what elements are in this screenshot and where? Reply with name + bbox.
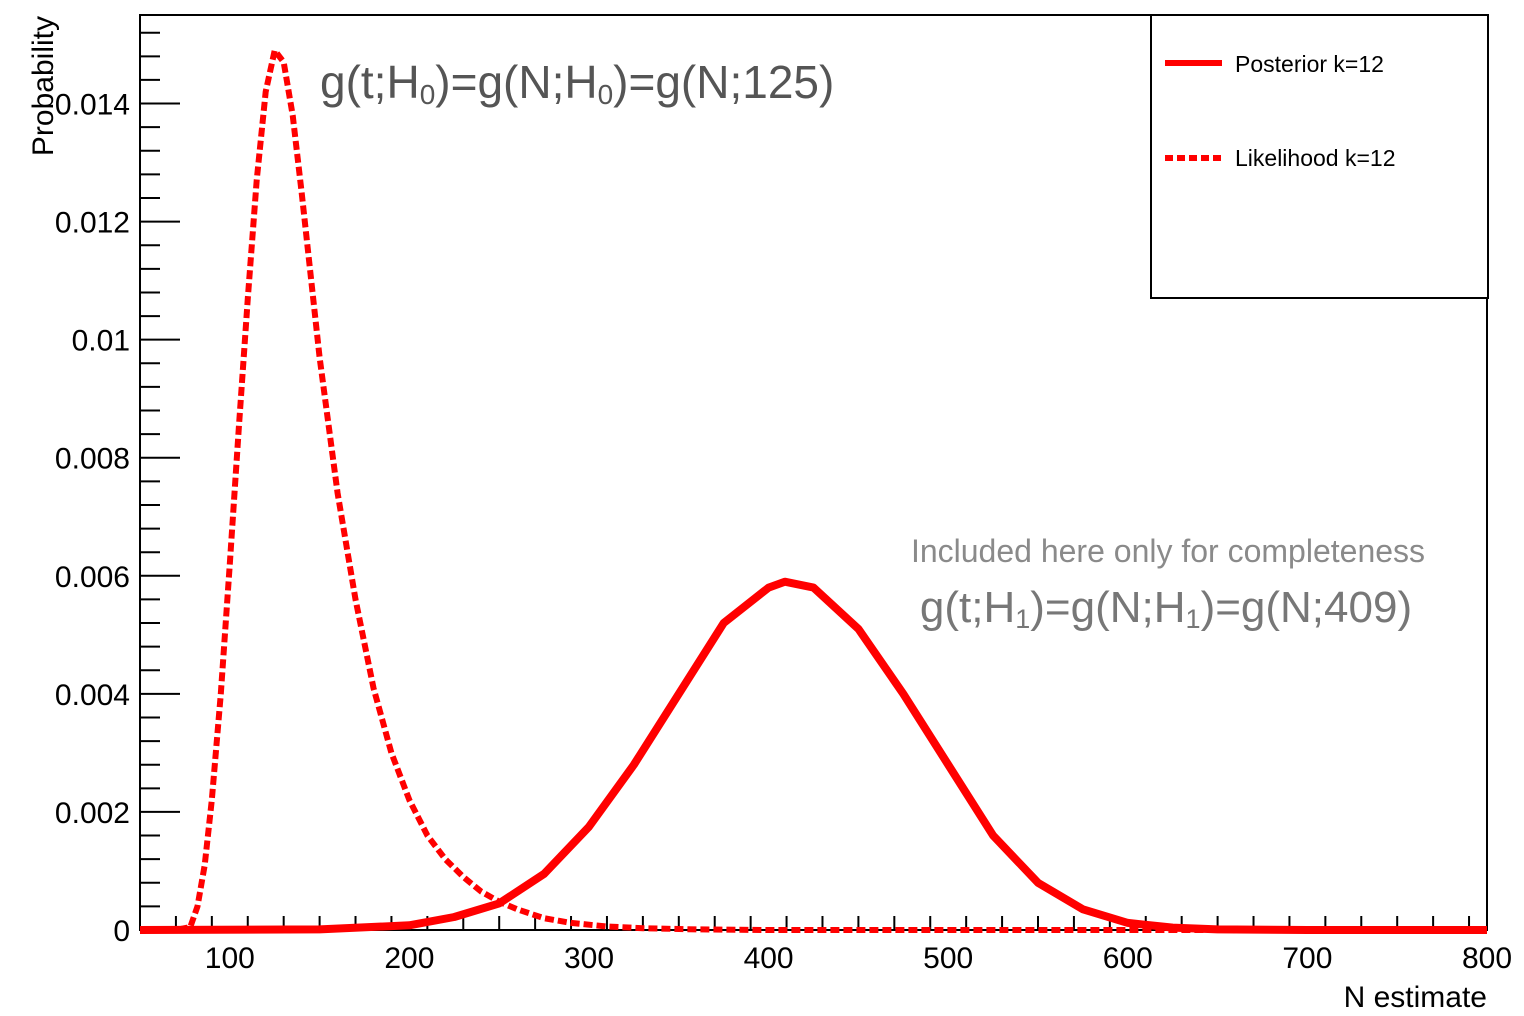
x-tick-label: 200 <box>384 942 434 975</box>
y-tick-label: 0.008 <box>55 443 130 476</box>
y-tick-label: 0.004 <box>55 679 130 712</box>
x-tick-label: 300 <box>564 942 614 975</box>
y-tick-label: 0.002 <box>55 797 130 830</box>
y-tick-label: 0.014 <box>55 89 130 122</box>
y-tick-label: 0.01 <box>72 325 130 358</box>
legend: Posterior k=12 Likelihood k=12 <box>1150 14 1489 299</box>
x-tick-label: 600 <box>1103 942 1153 975</box>
y-axis-label: Probability <box>27 16 60 156</box>
axes: 0 0.002 0.004 0.006 0.008 0.01 0.012 0.014 100 20… <box>55 14 1512 975</box>
plot-area <box>139 47 1487 934</box>
x-tick-label: 500 <box>923 942 973 975</box>
y-tick-label: 0.006 <box>55 561 130 594</box>
series-line-posterior-k-12 <box>139 577 1487 934</box>
annotation-h0: g(t;H0)=g(N;H0)=g(N;125) <box>320 56 834 110</box>
legend-label-likelihood: Likelihood k=12 <box>1235 145 1395 171</box>
x-tick-label: 700 <box>1282 942 1332 975</box>
x-tick-label: 100 <box>205 942 255 975</box>
y-tick-label: 0 <box>113 915 130 948</box>
plot-frame <box>139 14 1488 931</box>
x-tick-label: 800 <box>1462 942 1512 975</box>
annotation-h1-note: Included here only for completeness <box>911 533 1425 569</box>
x-axis-label: N estimate <box>1344 981 1487 1011</box>
x-tick-label: 400 <box>744 942 794 975</box>
y-tick-label: 0.012 <box>55 207 130 240</box>
annotation-h1: g(t;H1)=g(N;H1)=g(N;409) <box>920 583 1412 634</box>
series-line-likelihood-k-12 <box>140 47 1487 933</box>
legend-label-posterior: Posterior k=12 <box>1235 51 1384 77</box>
